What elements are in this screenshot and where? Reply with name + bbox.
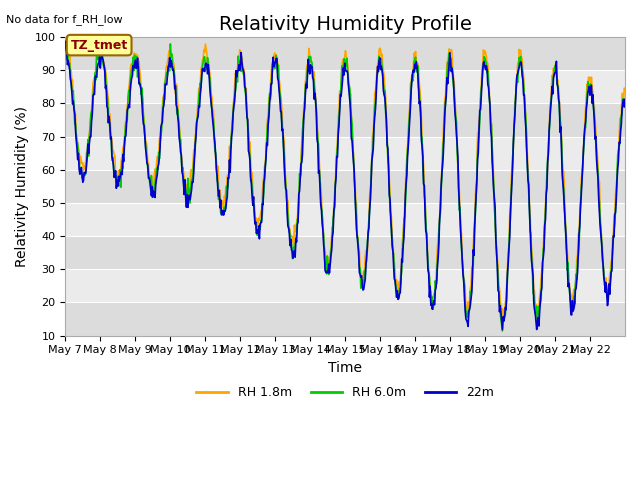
RH 1.8m <box>61 34 69 40</box>
RH 1.8m <box>230 96 237 101</box>
22m <box>621 96 629 102</box>
22m <box>127 81 135 86</box>
Bar <box>65 203 625 236</box>
22m <box>61 38 69 44</box>
Bar <box>65 70 625 103</box>
22m <box>258 219 266 225</box>
RH 1.8m <box>127 61 135 67</box>
Bar <box>65 37 625 70</box>
Line: 22m: 22m <box>65 41 625 330</box>
Y-axis label: Relativity Humidity (%): Relativity Humidity (%) <box>15 106 29 267</box>
RH 6.0m <box>61 46 69 52</box>
Text: TZ_tmet: TZ_tmet <box>70 38 128 52</box>
RH 6.0m <box>128 66 136 72</box>
Bar <box>65 236 625 269</box>
RH 6.0m <box>63 41 71 47</box>
22m <box>499 327 506 333</box>
RH 1.8m <box>279 129 287 134</box>
Bar <box>65 136 625 170</box>
Bar <box>65 103 625 136</box>
22m <box>230 104 237 109</box>
RH 1.8m <box>258 207 266 213</box>
Title: Relativity Humidity Profile: Relativity Humidity Profile <box>219 15 472 34</box>
RH 1.8m <box>403 155 411 161</box>
Bar <box>65 302 625 336</box>
RH 6.0m <box>499 328 506 334</box>
Line: RH 1.8m: RH 1.8m <box>65 37 625 321</box>
22m <box>403 172 411 178</box>
RH 6.0m <box>231 93 239 99</box>
RH 6.0m <box>259 211 266 217</box>
Legend: RH 1.8m, RH 6.0m, 22m: RH 1.8m, RH 6.0m, 22m <box>191 381 499 404</box>
Bar <box>65 170 625 203</box>
X-axis label: Time: Time <box>328 361 362 375</box>
22m <box>435 254 442 260</box>
RH 1.8m <box>621 86 629 92</box>
RH 6.0m <box>404 146 412 152</box>
RH 1.8m <box>435 239 442 244</box>
Text: No data for f_RH_low: No data for f_RH_low <box>6 14 123 25</box>
RH 6.0m <box>621 104 629 109</box>
RH 6.0m <box>435 226 443 231</box>
RH 6.0m <box>280 144 287 150</box>
Line: RH 6.0m: RH 6.0m <box>65 44 625 331</box>
Bar <box>65 269 625 302</box>
22m <box>279 126 287 132</box>
RH 1.8m <box>533 318 541 324</box>
